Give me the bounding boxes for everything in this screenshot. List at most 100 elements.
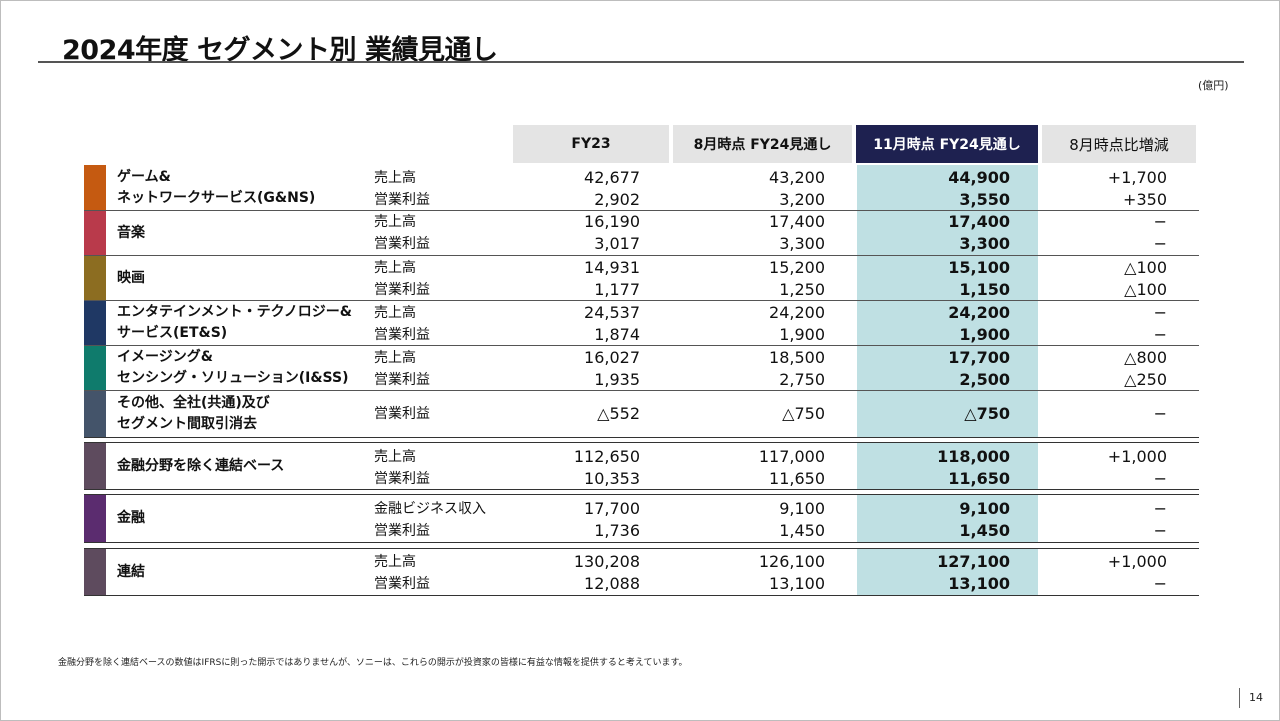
row-divider bbox=[84, 442, 1199, 443]
row-divider bbox=[84, 437, 1199, 438]
segment-label: エンタテインメント・テクノロジー& サービス(ET&S) bbox=[117, 301, 352, 345]
value-diff: +1,000 bbox=[1107, 552, 1167, 571]
value-nov: 1,150 bbox=[959, 280, 1010, 299]
value-diff: − bbox=[1153, 303, 1167, 322]
metric-label: 売上高 bbox=[374, 214, 416, 230]
metric-label: 営業利益 bbox=[374, 372, 430, 388]
table-row: 売上高 24,537 24,200 24,200 − bbox=[84, 302, 1199, 324]
value-fy23: 1,874 bbox=[594, 325, 640, 344]
segment-label: 金融分野を除く連結ベース bbox=[117, 443, 284, 489]
row-divider bbox=[84, 548, 1199, 549]
segment-color-bar bbox=[84, 211, 106, 255]
value-aug: 1,900 bbox=[779, 325, 825, 344]
metric-label: 営業利益 bbox=[374, 523, 430, 539]
table-row: 営業利益 10,353 11,650 11,650 − bbox=[84, 468, 1199, 490]
table-row: 営業利益 1,177 1,250 1,150 △100 bbox=[84, 279, 1199, 301]
value-nov: 17,400 bbox=[948, 212, 1010, 231]
value-fy23: 1,935 bbox=[594, 370, 640, 389]
value-fy23: 17,700 bbox=[584, 499, 640, 518]
metric-label: 営業利益 bbox=[374, 192, 430, 208]
segment-label: 音楽 bbox=[117, 211, 145, 255]
value-diff: △800 bbox=[1124, 348, 1167, 367]
value-diff: △250 bbox=[1124, 370, 1167, 389]
value-diff: − bbox=[1153, 521, 1167, 540]
value-fy23: 1,736 bbox=[594, 521, 640, 540]
table-row: 営業利益 1,736 1,450 1,450 − bbox=[84, 520, 1199, 542]
table-row: 売上高 130,208 126,100 127,100 +1,000 bbox=[84, 551, 1199, 573]
value-fy23: 16,190 bbox=[584, 212, 640, 231]
value-nov: 1,450 bbox=[959, 521, 1010, 540]
row-divider bbox=[84, 300, 1199, 301]
metric-label: 営業利益 bbox=[374, 282, 430, 298]
segment-color-bar bbox=[84, 549, 106, 595]
table-row: 売上高 16,027 18,500 17,700 △800 bbox=[84, 347, 1199, 369]
value-fy23: 42,677 bbox=[584, 168, 640, 187]
value-aug: 9,100 bbox=[779, 499, 825, 518]
value-aug: 11,650 bbox=[769, 469, 825, 488]
segment-color-bar bbox=[84, 256, 106, 300]
value-diff: +1,700 bbox=[1107, 168, 1167, 187]
metric-label: 営業利益 bbox=[374, 471, 430, 487]
header-nov-forecast: 11月時点 FY24見通し bbox=[856, 125, 1038, 163]
value-aug: 17,400 bbox=[769, 212, 825, 231]
value-diff: − bbox=[1153, 234, 1167, 253]
metric-label: 営業利益 bbox=[374, 406, 430, 422]
value-fy23: 3,017 bbox=[594, 234, 640, 253]
segment-color-bar bbox=[84, 346, 106, 390]
value-nov: 2,500 bbox=[959, 370, 1010, 389]
value-fy23: 14,931 bbox=[584, 258, 640, 277]
value-fy23: 16,027 bbox=[584, 348, 640, 367]
table-row: 売上高 16,190 17,400 17,400 − bbox=[84, 211, 1199, 233]
row-divider bbox=[84, 390, 1199, 391]
total-consolidated: 連結 売上高 130,208 126,100 127,100 +1,000 営業… bbox=[84, 549, 1199, 595]
value-fy23: 112,650 bbox=[573, 447, 640, 466]
value-aug: 43,200 bbox=[769, 168, 825, 187]
segment-label-line: その他、全社(共通)及び bbox=[117, 395, 270, 411]
metric-label: 売上高 bbox=[374, 170, 416, 186]
value-diff: − bbox=[1153, 469, 1167, 488]
value-aug: 3,300 bbox=[779, 234, 825, 253]
segment-gns: ゲーム& ネットワークサービス(G&NS) 売上高 42,677 43,200 … bbox=[84, 165, 1199, 210]
table-row: 営業利益 △552 △750 △750 − bbox=[84, 403, 1199, 425]
value-diff: − bbox=[1153, 499, 1167, 518]
segment-label-line: ゲーム& bbox=[117, 168, 171, 185]
value-nov: 1,900 bbox=[959, 325, 1010, 344]
page-number-divider bbox=[1239, 688, 1240, 708]
value-nov: 17,700 bbox=[948, 348, 1010, 367]
value-nov: △750 bbox=[964, 404, 1010, 423]
table-row: 営業利益 3,017 3,300 3,300 − bbox=[84, 233, 1199, 255]
segment-label-line: 金融 bbox=[117, 510, 145, 526]
row-divider bbox=[84, 542, 1199, 543]
segment-label-line: サービス(ET&S) bbox=[117, 325, 228, 341]
row-divider bbox=[84, 345, 1199, 346]
metric-label: 営業利益 bbox=[374, 236, 430, 252]
value-fy23: △552 bbox=[597, 404, 640, 423]
metric-label: 営業利益 bbox=[374, 327, 430, 343]
value-diff: − bbox=[1153, 212, 1167, 231]
value-diff: +1,000 bbox=[1107, 447, 1167, 466]
page-title: 2024年度 セグメント別 業績見通し bbox=[62, 35, 498, 66]
row-divider bbox=[84, 210, 1199, 211]
table-row: 売上高 42,677 43,200 44,900 +1,700 bbox=[84, 167, 1199, 189]
segment-label-line: 映画 bbox=[117, 269, 145, 286]
segment-pictures: 映画 売上高 14,931 15,200 15,100 △100 営業利益 1,… bbox=[84, 256, 1199, 300]
header-change-vs-aug: 8月時点比増減 bbox=[1042, 125, 1196, 163]
title-underline bbox=[38, 61, 1244, 63]
metric-label: 売上高 bbox=[374, 305, 416, 321]
unit-label: (億円) bbox=[1198, 79, 1229, 92]
value-aug: 24,200 bbox=[769, 303, 825, 322]
metric-label: 売上高 bbox=[374, 260, 416, 276]
value-fy23: 10,353 bbox=[584, 469, 640, 488]
table-row: 売上高 112,650 117,000 118,000 +1,000 bbox=[84, 446, 1199, 468]
value-aug: 2,750 bbox=[779, 370, 825, 389]
segment-label: 金融 bbox=[117, 495, 145, 542]
value-nov: 3,300 bbox=[959, 234, 1010, 253]
segment-label-line: エンタテインメント・テクノロジー& bbox=[117, 304, 352, 320]
value-diff: △100 bbox=[1124, 258, 1167, 277]
value-aug: 13,100 bbox=[769, 574, 825, 593]
header-fy23: FY23 bbox=[513, 125, 669, 163]
segment-color-bar bbox=[84, 443, 106, 489]
segment-label-line: 連結 bbox=[117, 563, 145, 580]
value-nov: 15,100 bbox=[948, 258, 1010, 277]
segment-label: 連結 bbox=[117, 549, 145, 595]
